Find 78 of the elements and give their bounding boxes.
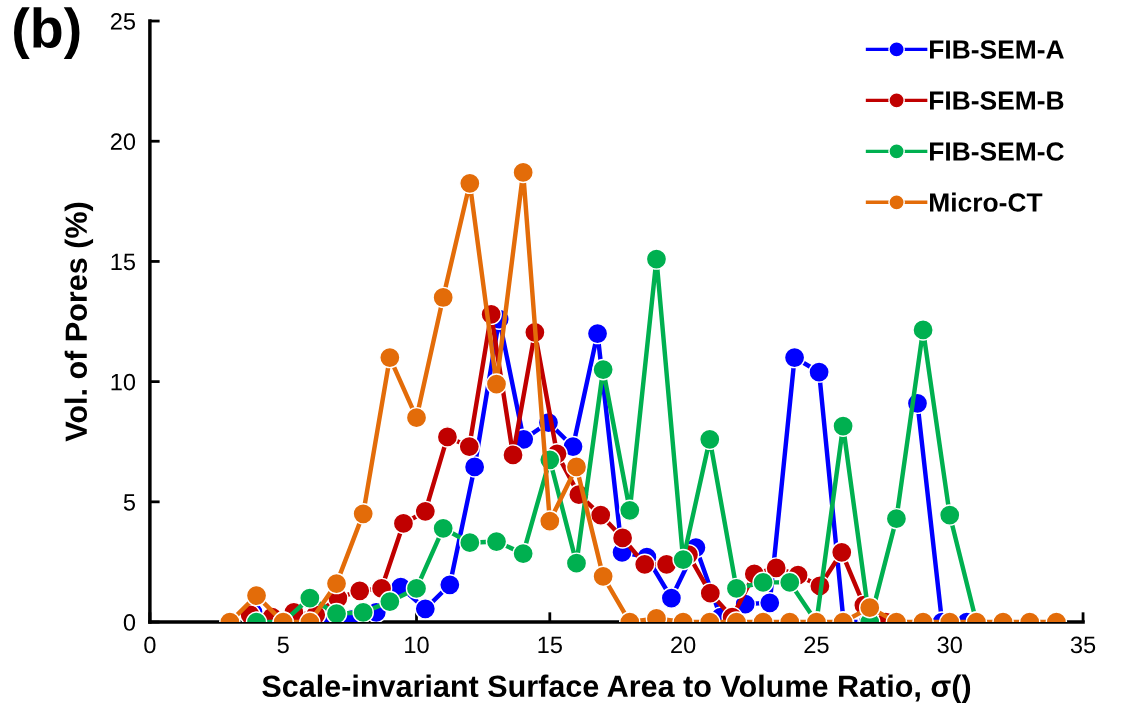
point xyxy=(512,161,534,184)
y-tick-label: 15 xyxy=(111,253,136,271)
point xyxy=(352,601,374,623)
y-tick-label: 20 xyxy=(110,133,136,151)
point xyxy=(633,553,656,576)
y-axis-title: Vol. of Pores (%) xyxy=(64,202,94,442)
x-tick-label: 25 xyxy=(804,636,829,654)
point xyxy=(783,346,806,369)
y-tick-label: 25 xyxy=(110,13,136,30)
point xyxy=(832,415,854,437)
y-tick-label: 5 xyxy=(123,494,136,511)
point xyxy=(299,587,321,609)
point xyxy=(611,527,634,549)
point xyxy=(752,571,774,594)
legend-label: FIB-SEM-B xyxy=(930,91,1064,110)
point xyxy=(405,577,428,600)
point xyxy=(645,248,668,270)
point xyxy=(459,172,481,195)
point xyxy=(379,590,401,613)
point xyxy=(405,406,428,429)
x-tick-label: 0 xyxy=(144,636,156,654)
point xyxy=(459,531,481,554)
y-tick-label: 10 xyxy=(111,373,136,391)
point xyxy=(565,552,588,574)
point xyxy=(562,435,584,458)
point xyxy=(348,580,371,602)
x-tick-label: 15 xyxy=(538,636,562,654)
point xyxy=(502,444,524,466)
point xyxy=(458,435,481,458)
point xyxy=(672,548,694,571)
point xyxy=(392,512,415,535)
point xyxy=(436,426,459,448)
y-tick-label: 0 xyxy=(123,614,136,631)
point xyxy=(660,587,683,609)
x-tick-label: 5 xyxy=(277,636,289,654)
point xyxy=(858,596,881,619)
point xyxy=(325,572,348,595)
text: (b) xyxy=(14,7,80,60)
point xyxy=(432,286,454,309)
point xyxy=(586,322,609,345)
x-tick-label: 10 xyxy=(405,636,429,654)
point xyxy=(485,530,508,553)
point xyxy=(885,507,908,530)
point xyxy=(938,504,961,526)
point xyxy=(912,319,934,341)
point xyxy=(485,373,508,395)
legend-label: Micro-CT xyxy=(930,192,1043,212)
point xyxy=(512,542,534,565)
point xyxy=(830,541,853,564)
point xyxy=(619,499,641,522)
point xyxy=(808,361,830,383)
point xyxy=(779,571,801,594)
legend-label: FIB-SEM-A xyxy=(930,40,1064,59)
point xyxy=(414,500,437,523)
point xyxy=(699,582,722,604)
point xyxy=(655,553,678,576)
x-tick-label: 30 xyxy=(937,636,962,654)
point xyxy=(245,584,268,607)
point xyxy=(325,602,348,623)
point xyxy=(565,456,588,478)
x-axis-title: Scale-invariant Surface Area to Volume Ratio, σ() xyxy=(262,674,971,704)
point xyxy=(379,346,401,369)
point xyxy=(432,517,454,540)
point xyxy=(589,504,612,526)
point xyxy=(759,592,781,614)
point xyxy=(592,565,614,588)
legend-label: FIB-SEM-C xyxy=(930,142,1064,161)
point xyxy=(352,503,374,525)
point xyxy=(765,557,787,579)
point xyxy=(439,574,461,596)
x-tick-label: 20 xyxy=(671,636,696,654)
point xyxy=(414,598,437,620)
point xyxy=(725,577,748,600)
point xyxy=(592,358,614,381)
point xyxy=(539,510,561,532)
point xyxy=(699,428,721,451)
point xyxy=(463,456,486,478)
x-tick-label: 35 xyxy=(1070,636,1096,654)
